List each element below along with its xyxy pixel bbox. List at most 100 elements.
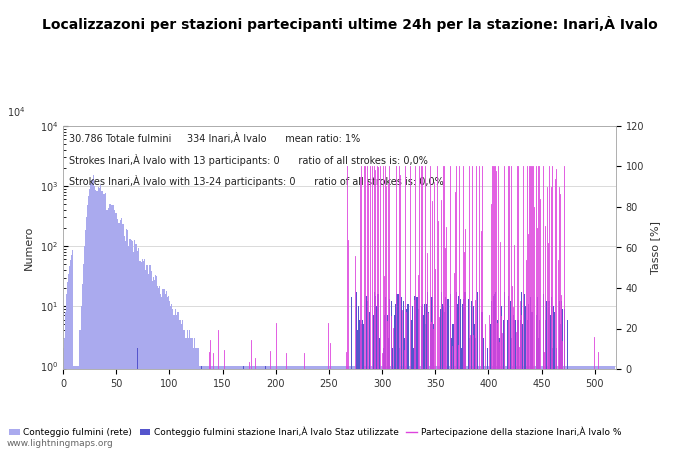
Bar [148, 265, 150, 450]
Bar [360, 320, 361, 450]
Bar [431, 366, 433, 450]
Bar [443, 366, 444, 450]
Bar [559, 366, 560, 450]
Bar [551, 366, 552, 450]
Bar [457, 304, 458, 450]
Bar [277, 366, 279, 450]
Bar [543, 294, 544, 450]
Bar [97, 187, 99, 450]
Bar [601, 366, 603, 450]
Bar [586, 366, 587, 450]
Bar [444, 312, 445, 450]
Bar [80, 306, 82, 450]
Bar [260, 366, 261, 450]
Bar [84, 246, 85, 450]
Bar [561, 366, 562, 450]
Bar [424, 366, 425, 450]
Bar [547, 366, 549, 450]
Bar [539, 366, 540, 450]
Bar [137, 348, 138, 450]
Bar [378, 294, 379, 450]
Bar [539, 320, 540, 450]
Bar [244, 366, 246, 450]
Bar [64, 312, 66, 450]
Bar [334, 366, 335, 450]
Bar [304, 366, 305, 450]
Bar [69, 266, 70, 450]
Bar [524, 294, 525, 450]
Bar [460, 366, 461, 450]
Bar [422, 304, 423, 450]
Bar [146, 265, 148, 450]
Bar [612, 366, 613, 450]
Bar [354, 366, 355, 450]
Bar [578, 366, 580, 450]
Bar [519, 366, 520, 450]
Bar [126, 229, 127, 450]
Bar [73, 366, 74, 450]
Bar [424, 304, 425, 450]
Bar [139, 261, 140, 450]
Bar [172, 309, 173, 450]
Bar [209, 366, 210, 450]
Bar [132, 240, 133, 450]
Bar [207, 366, 208, 450]
Bar [347, 366, 349, 450]
Bar [121, 218, 122, 450]
Text: Strokes Inari,À Ivalo with 13-24 participants: 0      ratio of all strokes is: 0: Strokes Inari,À Ivalo with 13-24 partici… [69, 175, 443, 187]
Bar [203, 366, 204, 450]
Bar [607, 366, 608, 450]
Bar [136, 244, 137, 450]
Bar [549, 302, 550, 450]
Bar [460, 299, 461, 450]
Bar [593, 366, 594, 450]
Bar [420, 366, 421, 450]
Bar [164, 294, 166, 450]
Bar [271, 366, 272, 450]
Bar [374, 366, 375, 450]
Bar [477, 292, 478, 450]
Bar [396, 294, 398, 450]
Bar [521, 366, 522, 450]
Bar [564, 309, 566, 450]
Bar [68, 274, 69, 450]
Bar [325, 366, 326, 450]
Bar [469, 338, 470, 450]
Bar [353, 366, 354, 450]
Bar [216, 366, 217, 450]
Bar [232, 366, 234, 450]
Bar [337, 366, 338, 450]
Bar [613, 366, 615, 450]
Bar [321, 366, 322, 450]
Bar [429, 366, 430, 450]
Bar [562, 309, 564, 450]
Bar [553, 306, 554, 450]
Bar [360, 366, 361, 450]
Bar [234, 366, 236, 450]
Bar [445, 297, 447, 450]
Bar [535, 366, 536, 450]
Bar [71, 255, 72, 450]
Bar [372, 366, 373, 450]
Bar [376, 306, 377, 450]
Bar [76, 366, 78, 450]
Bar [94, 186, 95, 450]
Bar [466, 366, 467, 450]
Bar [387, 366, 388, 450]
Bar [486, 348, 488, 450]
Bar [355, 366, 356, 450]
Bar [449, 294, 451, 450]
Bar [598, 366, 599, 450]
Bar [368, 366, 369, 450]
Bar [526, 366, 527, 450]
Bar [224, 366, 225, 450]
Bar [441, 366, 442, 450]
Bar [111, 204, 113, 450]
Bar [306, 366, 307, 450]
Bar [204, 366, 205, 450]
Bar [169, 302, 170, 450]
Bar [414, 366, 416, 450]
Bar [344, 366, 345, 450]
Bar [430, 366, 431, 450]
Bar [575, 366, 576, 450]
